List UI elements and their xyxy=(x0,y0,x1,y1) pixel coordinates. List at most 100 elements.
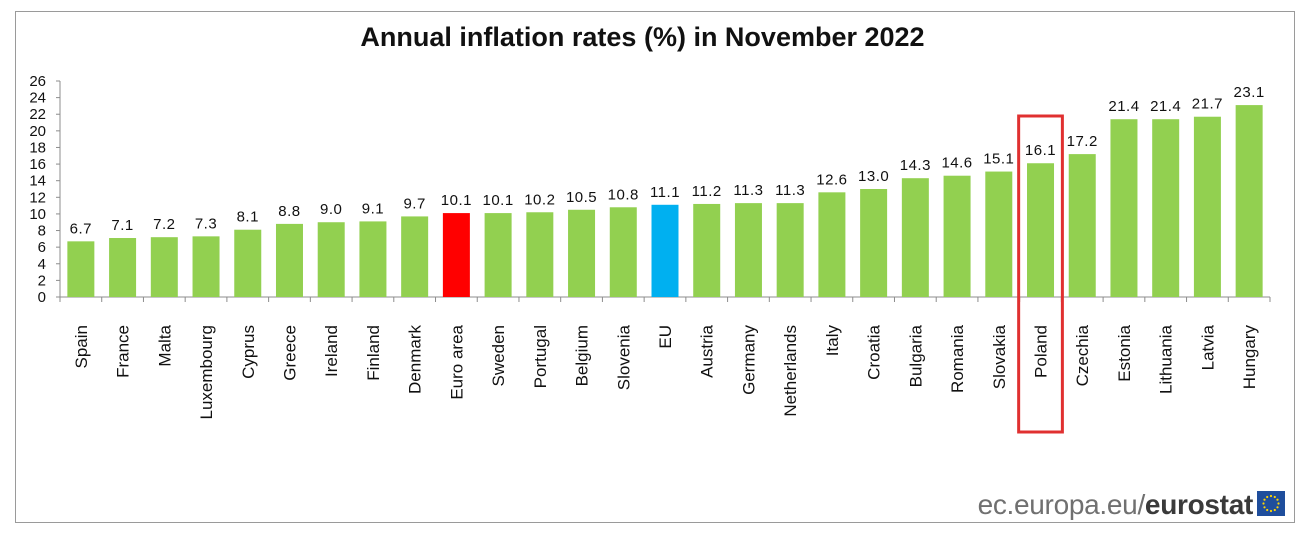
bar-hungary[interactable] xyxy=(1235,105,1263,297)
category-label: Luxembourg xyxy=(197,325,216,420)
bar-value-label: 10.5 xyxy=(566,189,597,206)
category-label: Germany xyxy=(739,325,758,395)
category-label: Slovenia xyxy=(614,324,633,390)
bar-malta[interactable] xyxy=(150,237,178,297)
y-tick-label: 16 xyxy=(29,156,46,173)
bar-value-label: 7.2 xyxy=(153,216,175,233)
category-label: Malta xyxy=(155,324,174,366)
bar-value-label: 9.0 xyxy=(320,201,342,218)
bar-value-label: 11.3 xyxy=(733,182,763,199)
footer-source[interactable]: ec.europa.eu/eurostat xyxy=(977,489,1254,521)
y-tick-label: 14 xyxy=(29,173,46,190)
bar-value-label: 13.0 xyxy=(858,168,889,185)
bar-finland[interactable] xyxy=(359,221,387,297)
bar-value-label: 8.1 xyxy=(237,209,259,226)
category-label: Denmark xyxy=(406,325,425,394)
bar-sweden[interactable] xyxy=(484,213,512,297)
bar-value-label: 11.3 xyxy=(775,182,805,199)
category-label: Czechia xyxy=(1073,324,1092,386)
category-label: Ireland xyxy=(322,325,341,377)
y-tick-label: 0 xyxy=(38,289,46,306)
bar-luxembourg[interactable] xyxy=(192,236,220,297)
y-tick-label: 8 xyxy=(38,223,46,240)
category-label: Lithuania xyxy=(1157,324,1176,394)
bar-spain[interactable] xyxy=(67,241,95,297)
bar-euro-area[interactable] xyxy=(442,213,470,297)
category-label: Italy xyxy=(823,325,842,357)
bar-value-label: 7.3 xyxy=(195,215,217,232)
footer-site: ec.europa.eu xyxy=(977,489,1138,520)
category-label: Latvia xyxy=(1198,324,1217,370)
bar-ireland[interactable] xyxy=(317,222,345,297)
bar-portugal[interactable] xyxy=(526,212,554,297)
bar-value-label: 10.1 xyxy=(483,192,514,209)
bar-value-label: 17.2 xyxy=(1067,133,1098,150)
highlight-box xyxy=(1017,114,1064,434)
footer-separator: / xyxy=(1137,489,1145,520)
category-label: EU xyxy=(656,325,675,349)
bar-germany[interactable] xyxy=(734,203,762,297)
category-label: Sweden xyxy=(489,325,508,386)
bar-eu[interactable] xyxy=(651,204,679,297)
bar-italy[interactable] xyxy=(818,192,846,297)
bar-poland[interactable] xyxy=(1027,163,1055,297)
category-label: Greece xyxy=(280,325,299,381)
category-label: Croatia xyxy=(865,324,884,379)
y-tick-label: 26 xyxy=(29,73,46,90)
y-tick-label: 10 xyxy=(29,206,46,223)
category-label: Slovakia xyxy=(990,324,1009,389)
category-label: Austria xyxy=(698,324,717,377)
bar-value-label: 10.1 xyxy=(441,192,472,209)
bar-value-label: 10.2 xyxy=(524,191,555,208)
bar-latvia[interactable] xyxy=(1193,116,1221,297)
bar-cyprus[interactable] xyxy=(234,229,262,297)
bar-value-label: 6.7 xyxy=(70,220,92,237)
y-tick-label: 18 xyxy=(29,139,46,156)
category-label: Finland xyxy=(364,325,383,381)
bar-value-label: 7.1 xyxy=(111,217,133,234)
y-tick-label: 4 xyxy=(38,256,46,273)
category-label: Spain xyxy=(72,325,91,368)
eu-flag-icon xyxy=(1257,491,1285,516)
category-label: Euro area xyxy=(447,324,466,399)
bar-value-label: 21.4 xyxy=(1108,98,1139,115)
bar-lithuania[interactable] xyxy=(1152,119,1180,297)
bar-croatia[interactable] xyxy=(860,189,888,297)
bar-belgium[interactable] xyxy=(568,209,596,297)
highlight-box-group xyxy=(1017,114,1064,434)
bar-value-label: 21.7 xyxy=(1192,96,1223,113)
category-label: France xyxy=(114,325,133,378)
bar-slovakia[interactable] xyxy=(985,171,1013,297)
bar-value-label: 14.6 xyxy=(941,155,972,172)
y-tick-label: 24 xyxy=(29,90,46,107)
category-label: Belgium xyxy=(573,325,592,386)
bar-romania[interactable] xyxy=(943,175,971,297)
category-label: Netherlands xyxy=(781,325,800,417)
bar-value-label: 14.3 xyxy=(900,157,931,174)
bar-value-label: 9.1 xyxy=(362,200,384,217)
bar-estonia[interactable] xyxy=(1110,119,1138,297)
bar-austria[interactable] xyxy=(693,203,721,297)
category-label: Estonia xyxy=(1115,324,1134,381)
category-label: Poland xyxy=(1032,325,1051,378)
bar-bulgaria[interactable] xyxy=(901,178,929,297)
bar-value-label: 11.1 xyxy=(650,184,680,201)
chart-bars xyxy=(67,105,1263,297)
chart-value-labels: 6.7 7.1 7.2 7.3 8.1 8.8 9.0 9.1 9.7 10.1 10.1 10.2 1… xyxy=(70,84,1265,237)
bar-value-label: 10.8 xyxy=(608,186,639,203)
chart-title: Annual inflation rates (%) in November 2… xyxy=(360,22,925,52)
bar-greece[interactable] xyxy=(275,223,303,297)
category-label: Portugal xyxy=(531,325,550,388)
y-tick-label: 6 xyxy=(38,239,46,256)
category-label: Bulgaria xyxy=(906,324,925,387)
category-label: Hungary xyxy=(1240,325,1259,390)
bar-france[interactable] xyxy=(109,238,137,297)
bar-netherlands[interactable] xyxy=(776,203,804,297)
bar-denmark[interactable] xyxy=(401,216,429,297)
bar-slovenia[interactable] xyxy=(609,207,637,297)
bar-czechia[interactable] xyxy=(1068,154,1096,297)
bar-value-label: 21.4 xyxy=(1150,98,1181,115)
bar-value-label: 9.7 xyxy=(403,195,425,212)
footer-brand: eurostat xyxy=(1144,489,1253,520)
chart-category-labels: Spain France Malta Luxembourg Cyprus Greece Ir… xyxy=(72,324,1259,419)
